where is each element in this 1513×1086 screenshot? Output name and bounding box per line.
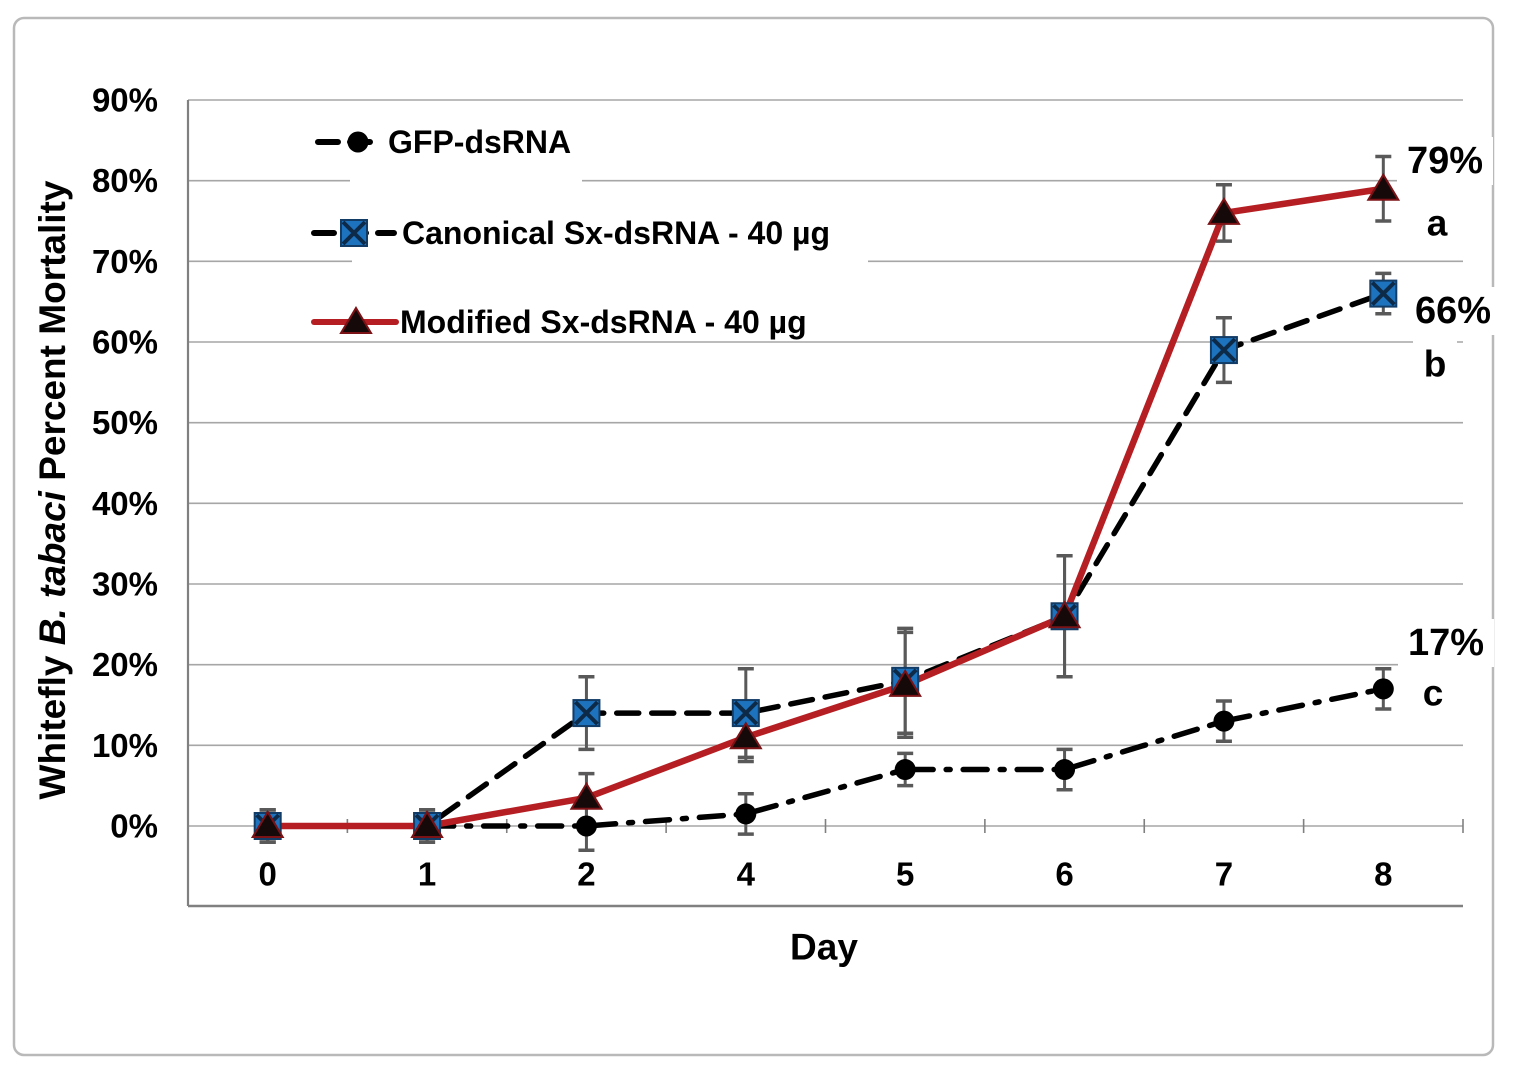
marker-triangle — [569, 781, 604, 810]
x-axis-tick-labels: 0 1 2 4 5 6 7 8 — [259, 856, 1393, 893]
marker-circle — [575, 815, 597, 837]
x-tick-label-7: 7 — [1215, 856, 1233, 893]
y-tick-label-10%: 10% — [92, 727, 158, 764]
marker-square-x2 — [1211, 337, 1237, 363]
x-tick-label-5: 5 — [896, 856, 914, 893]
legend-label-gfp-dsrna: GFP-dsRNA — [388, 124, 571, 160]
y-tick-label-80%: 80% — [92, 162, 158, 199]
series-line-gfp-dsrna — [264, 686, 1387, 829]
gridlines — [188, 99, 1463, 827]
y-tick-label-0%: 0% — [110, 808, 158, 845]
marker-circle — [347, 131, 369, 153]
annotation-value: 17% — [1408, 622, 1484, 664]
y-tick-label-60%: 60% — [92, 324, 158, 361]
marker-circle — [1372, 678, 1394, 700]
annotation-letter: b — [1424, 344, 1447, 385]
y-tick-label-50%: 50% — [92, 404, 158, 441]
x-tick-label-0: 0 — [259, 856, 277, 893]
legend-entry-bg — [352, 203, 868, 265]
marker-triangle — [1047, 600, 1082, 629]
y-tick-label-20%: 20% — [92, 646, 158, 683]
marker-circle — [1054, 759, 1076, 781]
annotation-value: 66% — [1415, 290, 1491, 332]
x-tick-label-4: 4 — [737, 856, 756, 893]
annotation-bg — [1405, 287, 1501, 335]
marker-triangle — [410, 810, 444, 838]
marker-square-x2 — [574, 700, 599, 726]
marker-circle — [894, 759, 916, 781]
y-tick-label-30%: 30% — [92, 566, 158, 603]
marker-circle — [735, 803, 757, 825]
annotation-letter-bg — [1415, 198, 1459, 248]
legend-entry-bg — [350, 115, 582, 205]
marker-square-x2 — [733, 700, 759, 726]
marker-triangle — [339, 306, 373, 334]
y-axis-title: Whitefly B. tabaci Percent Mortality — [32, 180, 73, 799]
x-tick-label-8: 8 — [1374, 856, 1392, 893]
annotation-gfp-dsrna: 17% c — [1398, 619, 1494, 718]
annotation-modified-sx-dsrna-40-g: 79% a — [1397, 137, 1493, 248]
legend-entry-canonical-sx-dsrna-40-g: Canonical Sx-dsRNA - 40 µg — [311, 203, 868, 265]
annotation-value: 79% — [1407, 140, 1483, 182]
marker-square-x2 — [341, 220, 367, 246]
series-line-modified-sx-dsrna-40-g — [264, 185, 1387, 830]
x-tick-label-1: 1 — [418, 856, 436, 893]
legend-entry-modified-sx-dsrna-40-g: Modified Sx-dsRNA - 40 µg — [311, 282, 868, 341]
x-tick-label-2: 2 — [577, 856, 595, 893]
marker-triangle — [1366, 172, 1401, 201]
x-axis-title: Day — [790, 927, 858, 968]
y-tick-label-40%: 40% — [92, 485, 158, 522]
marker-triangle — [729, 721, 763, 750]
legend: GFP-dsRNA Canonical Sx-dsRNA - 40 µg Modif… — [311, 115, 868, 341]
y-tick-label-90%: 90% — [92, 82, 158, 119]
x-tick-label-6: 6 — [1055, 856, 1073, 893]
legend-label-modified-sx-dsrna-40-g: Modified Sx-dsRNA - 40 µg — [400, 304, 807, 340]
annotation-bg — [1398, 619, 1494, 667]
figure-border — [12, 16, 1495, 1057]
y-tick-label-70%: 70% — [92, 243, 158, 280]
legend-label-canonical-sx-dsrna-40-g: Canonical Sx-dsRNA - 40 µg — [402, 215, 830, 251]
markers-modified-sx-dsrna-40-g — [250, 172, 1401, 838]
marker-triangle — [250, 810, 285, 838]
annotation-canonical-sx-dsrna-40-g: 66% b — [1405, 287, 1501, 389]
annotation-letter-bg — [1411, 668, 1455, 718]
y-axis-tick-labels: 0% 10% 20% 30% 40% 50% 60% 70% 80% 90% — [92, 82, 158, 845]
annotation-bg — [1397, 137, 1493, 185]
marker-triangle — [1207, 196, 1241, 225]
annotation-letter: c — [1423, 673, 1444, 714]
legend-entry-bg — [352, 282, 868, 341]
annotation-letter-bg — [1413, 339, 1457, 389]
annotation-letter: a — [1427, 203, 1448, 244]
marker-triangle — [888, 668, 922, 697]
marker-circle — [1213, 710, 1235, 732]
series-line-canonical-sx-dsrna-40-g — [264, 290, 1387, 829]
marker-square-x2 — [1370, 281, 1396, 307]
legend-entry-gfp-dsrna: GFP-dsRNA — [315, 115, 582, 205]
